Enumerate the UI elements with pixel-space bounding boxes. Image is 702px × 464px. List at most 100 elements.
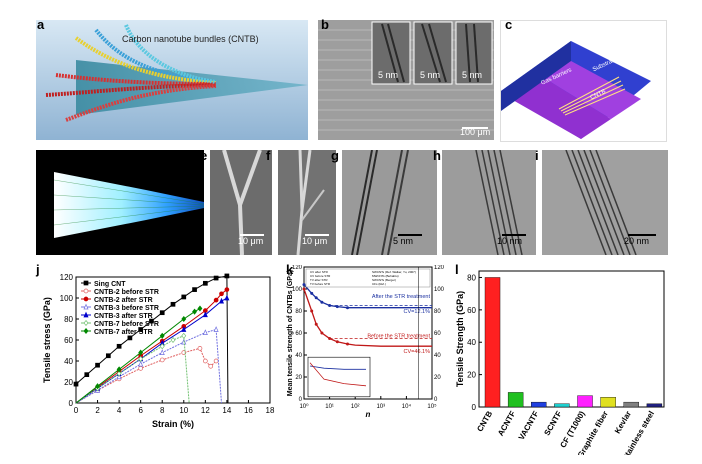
data-point — [181, 294, 187, 300]
bar-scntf — [554, 403, 570, 408]
series-sing-cnt — [73, 273, 230, 404]
data-point — [127, 335, 133, 341]
bar-stainless-steel — [646, 403, 663, 408]
annotation-before: Before the STR treatment — [367, 333, 430, 339]
x-tick-label: 10⁰ — [299, 403, 309, 410]
data-point — [116, 366, 122, 373]
series-line — [75, 347, 217, 404]
data-point — [202, 358, 208, 364]
legend-label: CNTB-7 before STR — [94, 321, 159, 328]
data-point — [84, 372, 90, 378]
data-point — [138, 349, 144, 356]
panel-a-image — [36, 20, 308, 140]
panel-e-scalebar — [240, 234, 264, 236]
panel-h-scale: 10 nm — [497, 236, 523, 246]
annotation-cv-before: CV=46.1% — [404, 349, 431, 355]
y-tick-label: 20 — [64, 378, 73, 387]
legend-label: Sing CNT — [94, 281, 126, 288]
legend-label: CNTB-2 before STR — [94, 289, 159, 296]
data-point — [310, 291, 314, 295]
data-point — [302, 283, 306, 287]
x-tick-label: 10⁴ — [402, 403, 412, 410]
data-point — [116, 343, 122, 349]
x-tick-label: 10² — [351, 404, 360, 410]
x-tick-label: 0 — [74, 406, 79, 415]
y-tick-label: 100 — [60, 294, 74, 303]
x-tick-label: SCNTF — [542, 409, 563, 437]
bar-cntb — [484, 277, 501, 408]
data-point — [138, 355, 144, 362]
series-line — [75, 335, 190, 404]
panel-label-b: b — [321, 17, 329, 32]
panel-label-i: i — [535, 148, 539, 163]
bar-kevlar — [623, 401, 639, 408]
y2-tick-label: 100 — [434, 287, 445, 293]
panel-label-j: j — [36, 262, 40, 277]
legend-marker — [83, 319, 89, 327]
data-point — [335, 340, 339, 344]
x-tick-label: 8 — [160, 406, 165, 415]
data-point — [116, 370, 122, 377]
chart-l-frame — [478, 270, 665, 408]
data-point — [105, 353, 111, 359]
x-tick-label: Kevlar — [613, 410, 633, 436]
x-tick-label: 4 — [117, 406, 122, 415]
annotation-after: After the STR treatment — [372, 294, 431, 300]
data-point — [218, 297, 225, 304]
y-tick-label: 20 — [467, 371, 476, 380]
y-tick-label: 80 — [467, 273, 476, 282]
y2-tick-label: 80 — [434, 309, 441, 315]
legend-label: CNTB-3 before STR — [94, 305, 159, 312]
chart-k-inset — [307, 356, 371, 398]
x-tick-label: 10⁵ — [427, 403, 437, 410]
panel-b-inset3-scale: 5 nm — [462, 70, 483, 80]
data-point — [320, 300, 324, 304]
data-point — [202, 311, 208, 318]
x-tick-label: 12 — [201, 406, 210, 415]
bar-graphite-fiber — [600, 397, 616, 408]
inset-after-line — [309, 365, 366, 370]
y-tick-label: 0 — [69, 399, 74, 408]
y-tick-label: 120 — [292, 265, 303, 271]
panel-i-scale: 20 nm — [624, 236, 650, 246]
data-point — [138, 365, 144, 371]
y-tick-label: 80 — [295, 309, 302, 315]
x-tick-label: 14 — [222, 406, 231, 415]
series-cntb-7-after-str — [75, 305, 203, 404]
legend-entry: CV before STR — [310, 274, 331, 278]
data-point — [320, 331, 324, 335]
data-point — [224, 273, 230, 279]
y-tick-label: 60 — [467, 306, 476, 315]
data-point — [314, 322, 318, 326]
legend-marker — [83, 327, 89, 335]
panel-b-image — [318, 20, 494, 140]
data-point — [95, 362, 100, 368]
y-axis-label: Tensile Strength (GPa) — [455, 291, 465, 387]
bar-vacntf — [531, 401, 547, 408]
series-line — [75, 275, 229, 404]
y-tick-label: 0 — [472, 403, 477, 412]
x-tick-label: 10 — [179, 406, 188, 415]
bar-cf-t1000- — [577, 395, 593, 408]
panel-label-k: k — [286, 262, 294, 277]
y2-tick-label: 120 — [434, 265, 445, 271]
legend-entry: CV after STR — [310, 270, 329, 274]
panel-e-scale: 10 μm — [238, 236, 264, 246]
data-point — [138, 327, 144, 332]
panel-h-image — [442, 150, 536, 255]
y2-tick-label: 0 — [434, 397, 438, 403]
data-point — [208, 363, 214, 369]
legend-box — [305, 268, 431, 288]
data-point — [213, 358, 219, 364]
y2-tick-label: 40 — [434, 353, 441, 359]
series-cntb-7-before-str — [75, 332, 190, 404]
series-line — [75, 289, 228, 404]
legend-marker — [83, 288, 89, 294]
panel-label-c: c — [505, 17, 513, 32]
data-point — [170, 336, 176, 344]
legend-marker — [83, 311, 89, 318]
panel-label-a: a — [37, 17, 45, 32]
y2-tick-label: 20 — [434, 375, 441, 381]
panel-f-scale: 10 μm — [302, 236, 328, 246]
